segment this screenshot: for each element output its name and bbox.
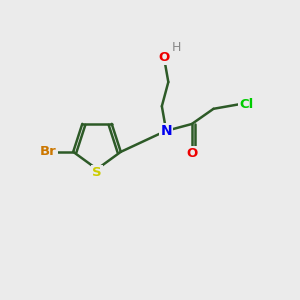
- Text: N: N: [160, 124, 172, 138]
- Text: S: S: [92, 166, 102, 179]
- Text: O: O: [186, 147, 197, 160]
- Text: H: H: [172, 40, 181, 54]
- Text: Br: Br: [40, 145, 56, 158]
- Text: O: O: [158, 51, 169, 64]
- Text: Cl: Cl: [239, 98, 254, 111]
